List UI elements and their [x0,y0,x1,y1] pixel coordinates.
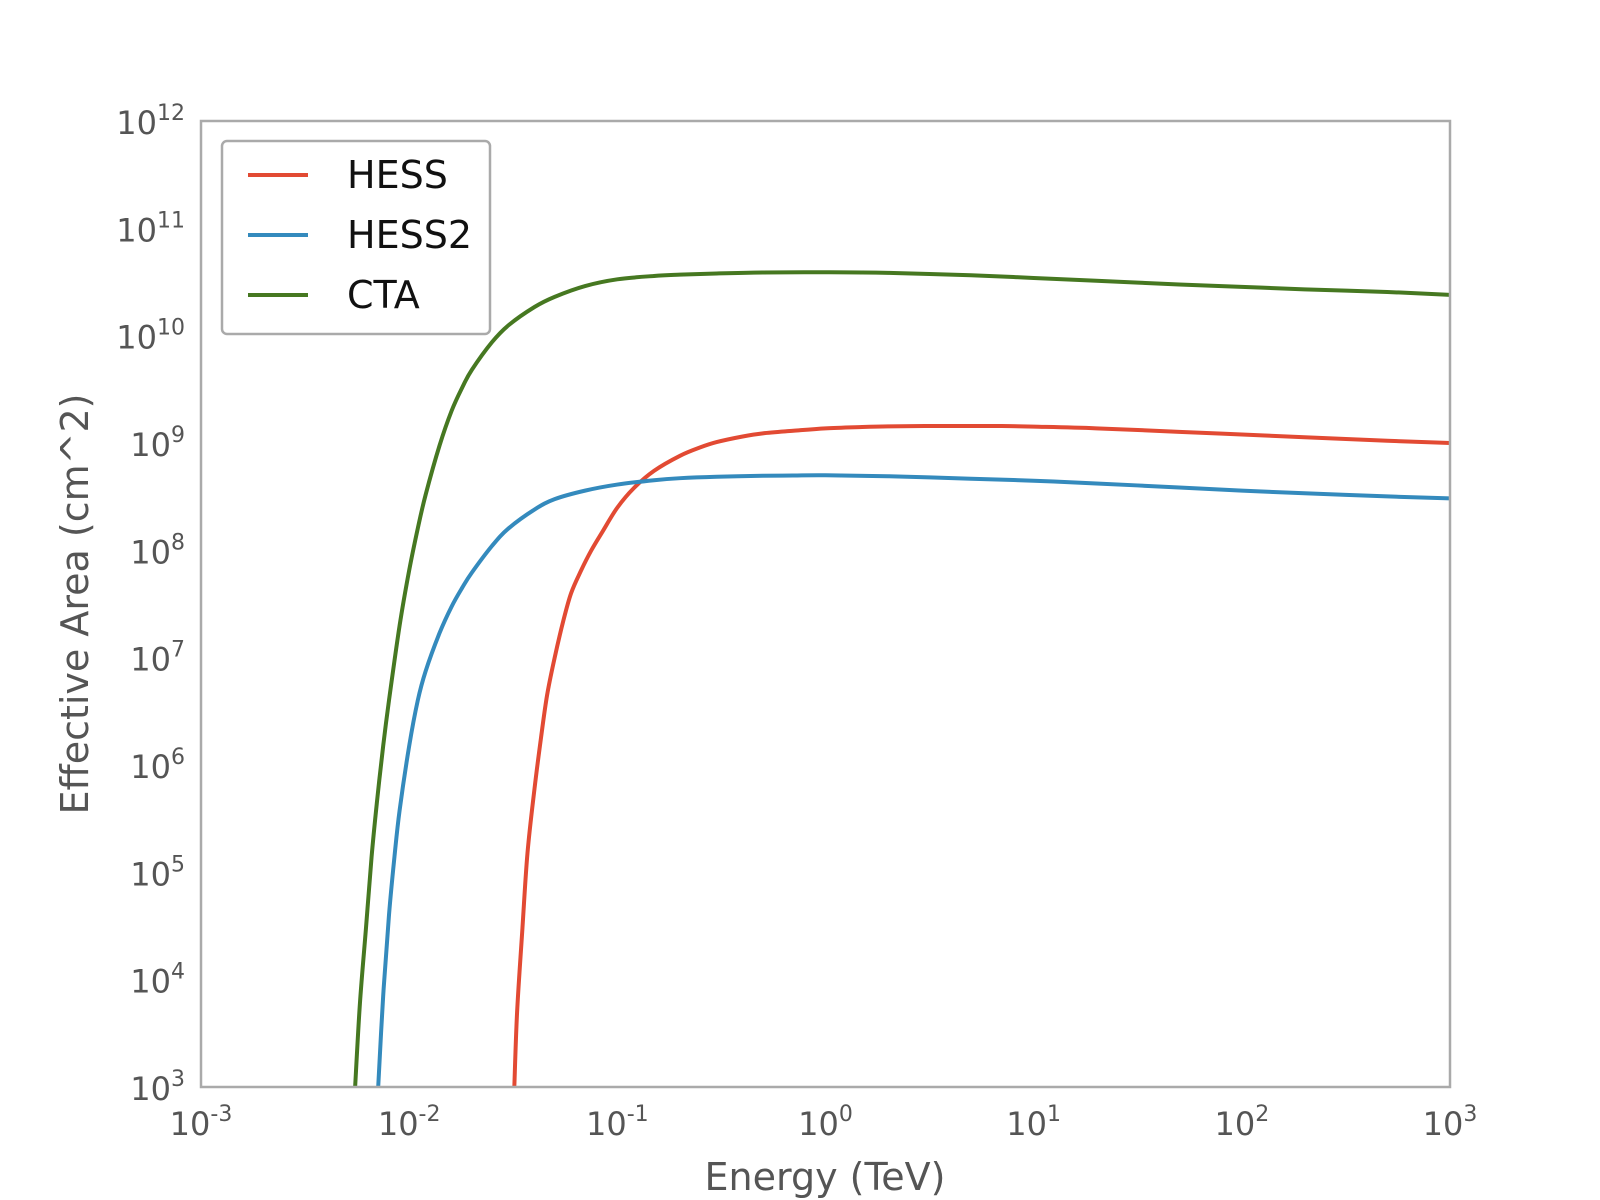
y-tick-label: 109 [130,423,185,464]
y-tick-label-base: 10 [130,963,171,1001]
plot-frame [199,119,1452,1089]
y-tick-label-exponent: 11 [157,208,185,233]
y-tick-label-base: 10 [130,1070,171,1108]
x-tick-label-exponent: -1 [627,1102,649,1127]
y-tick-label-exponent: 7 [171,638,185,663]
x-tick-label: 103 [1423,1102,1478,1143]
y-tick-label: 1012 [116,101,185,142]
x-tick-label-base: 10 [1006,1105,1047,1143]
x-tick-label-exponent: -3 [210,1102,232,1127]
series-line-hess2 [376,473,1450,1087]
x-tick-label-exponent: -2 [419,1102,441,1127]
y-tick-label-exponent: 3 [171,1067,185,1092]
legend-box [220,139,492,336]
y-tick-label-base: 10 [116,319,157,357]
y-tick-label-base: 10 [130,641,171,679]
y-tick-label: 106 [130,745,185,786]
y-tick-label: 105 [130,852,185,893]
legend-label-hess2: HESS2 [347,213,472,257]
y-tick-label-exponent: 9 [171,423,185,448]
legend-label-cta: CTA [347,273,420,317]
x-tick-label-base: 10 [1214,1105,1255,1143]
x-axis-ticks: 10-3 10-2 10-1 100 101 102 103 [170,1102,1478,1143]
series-curves [353,270,1450,1087]
y-tick-label-exponent: 6 [171,745,185,770]
x-tick-label: 101 [1006,1102,1061,1143]
x-tick-label-base: 10 [170,1105,211,1143]
y-tick-label-base: 10 [130,855,171,893]
y-tick-label: 108 [130,530,185,571]
x-tick-label-exponent: 2 [1255,1102,1269,1127]
y-tick-label: 104 [130,960,185,1001]
x-tick-label: 100 [798,1102,853,1143]
y-tick-label-base: 10 [130,748,171,786]
x-tick-label: 10-1 [586,1102,649,1143]
y-tick-label-base: 10 [130,533,171,571]
x-tick-label: 102 [1214,1102,1269,1143]
x-tick-label-exponent: 0 [839,1102,853,1127]
x-tick-label-exponent: 3 [1463,1102,1477,1127]
y-tick-label-exponent: 4 [171,960,185,985]
series-line-cta [353,270,1450,1087]
x-axis-title: Energy (TeV) [705,1155,946,1199]
x-tick-label: 10-3 [170,1102,233,1143]
y-tick-label: 1011 [116,208,185,249]
y-tick-label: 107 [130,638,185,679]
x-tick-label-exponent: 1 [1047,1102,1061,1127]
legend-label-hess: HESS [347,153,448,197]
x-tick-label-base: 10 [586,1105,627,1143]
y-tick-label-base: 10 [116,104,157,142]
y-tick-label: 103 [130,1067,185,1108]
legend-items: HESS HESS2 CTA [248,153,472,317]
y-tick-label-base: 10 [130,426,171,464]
x-tick-label: 10-2 [378,1102,441,1143]
y-tick-label-base: 10 [116,211,157,249]
series-line-hess [512,423,1450,1087]
x-tick-label-base: 10 [798,1105,839,1143]
y-tick-label-exponent: 5 [171,852,185,877]
y-tick-label: 1010 [116,316,185,357]
x-tick-label-base: 10 [378,1105,419,1143]
x-tick-label-base: 10 [1423,1105,1464,1143]
y-tick-label-exponent: 12 [157,101,185,126]
legend: HESS HESS2 CTA [220,139,492,336]
y-tick-label-exponent: 8 [171,530,185,555]
y-axis-title: Effective Area (cm^2) [53,394,97,815]
y-tick-label-exponent: 10 [157,316,185,341]
plot-area [199,119,1452,1089]
